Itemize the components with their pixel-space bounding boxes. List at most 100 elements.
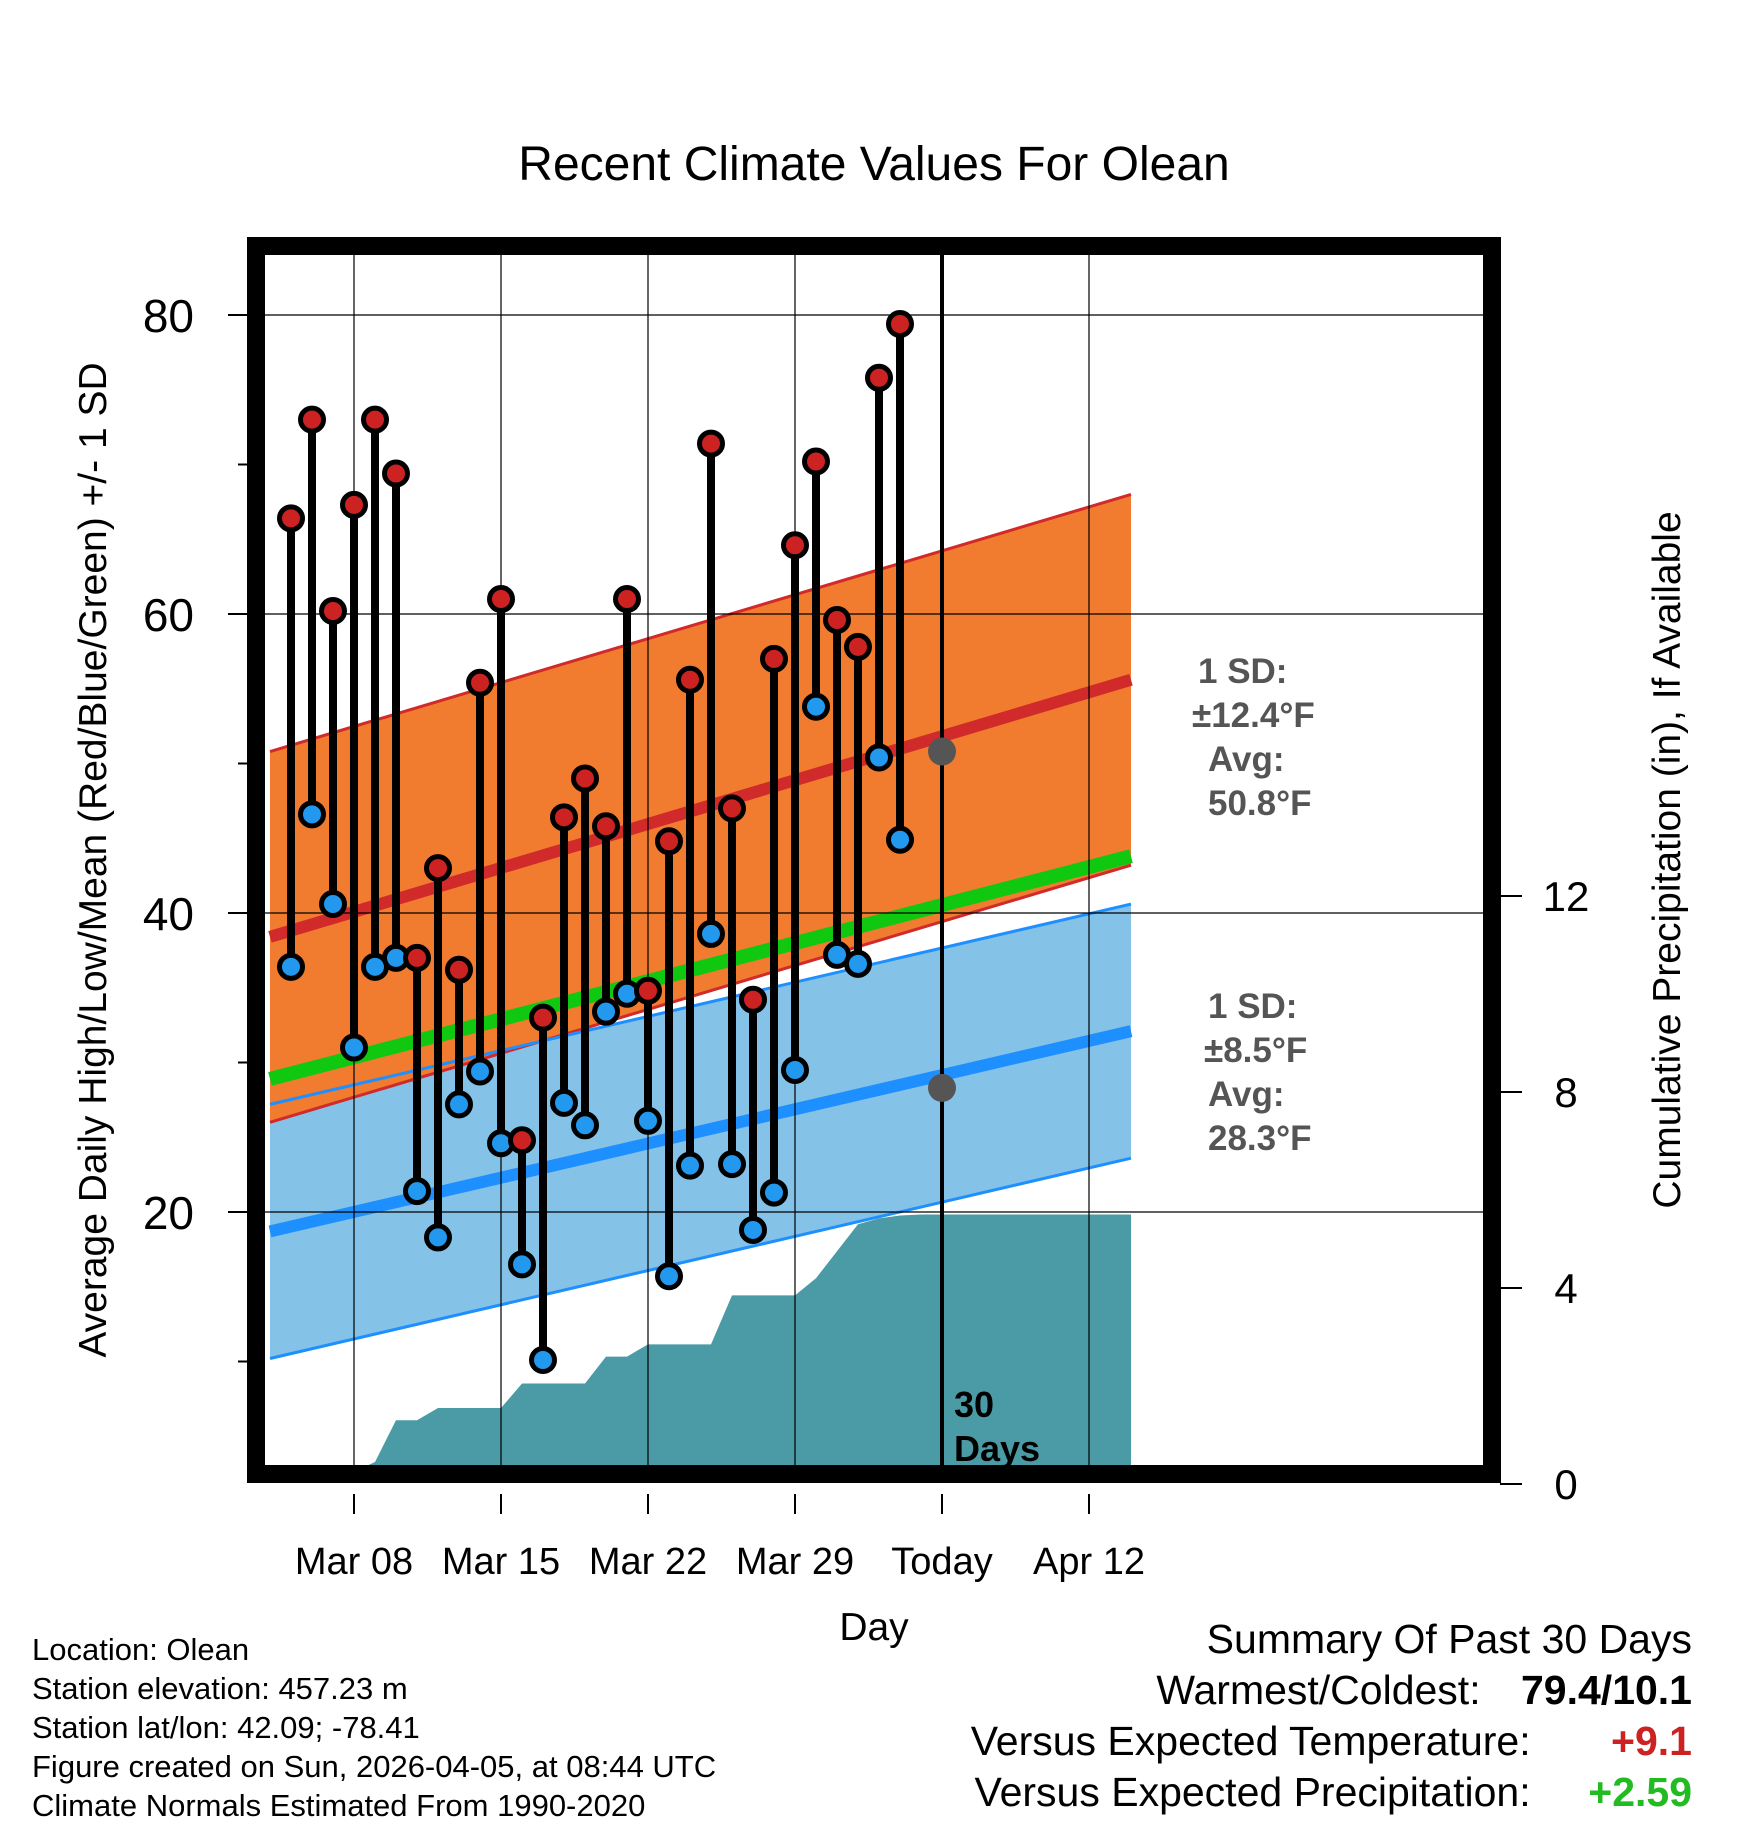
low-normal-annotation: ±8.5°F: [1204, 1031, 1307, 1070]
daily-high-point: [571, 764, 599, 793]
y-axis-right-label: Cumulative Precipitation (in), If Availa…: [1646, 511, 1689, 1208]
daily-low-point: [697, 919, 725, 948]
daily-low-point: [550, 1088, 578, 1117]
daily-high-point: [823, 605, 851, 634]
y-right-tick-label: 4: [1554, 1265, 1577, 1312]
daily-low-point: [592, 997, 620, 1026]
daily-low-point: [676, 1151, 704, 1180]
normal-high-line: [268, 674, 1133, 943]
daily-low-point: [319, 890, 347, 919]
station-metadata: Location: Olean Station elevation: 457.2…: [32, 1630, 716, 1825]
daily-low-point: [655, 1262, 683, 1291]
latlon-text: Station lat/lon: 42.09; -78.41: [32, 1710, 420, 1745]
today-days-label: 30: [954, 1384, 994, 1425]
daily-low-point: [529, 1346, 557, 1375]
daily-high-point: [361, 405, 389, 434]
daily-high-point: [718, 794, 746, 823]
daily-low-point: [886, 825, 914, 854]
daily-high-point: [739, 985, 767, 1014]
x-tick-label: Today: [891, 1541, 992, 1583]
daily-high-point: [529, 1003, 557, 1032]
y-left-tick-label: 20: [143, 1187, 194, 1239]
daily-low-point: [424, 1223, 452, 1252]
low-sd-lower-edge: [269, 1156, 1132, 1360]
daily-high-point: [865, 363, 893, 392]
warmest-coldest-row: Warmest/Coldest: 79.4/10.1: [971, 1665, 1692, 1716]
low-normal-annotation: Avg:: [1208, 1075, 1284, 1114]
daily-low-point: [571, 1111, 599, 1140]
high-normal-annotation: 1 SD:: [1198, 652, 1287, 691]
summary-panel: Summary Of Past 30 Days Warmest/Coldest:…: [971, 1614, 1692, 1818]
y-right-tick-label: 12: [1543, 873, 1590, 920]
warmest-coldest-value: 79.4/10.1: [1521, 1667, 1692, 1713]
x-tick-label: Apr 12: [1033, 1541, 1145, 1583]
elevation-text: Station elevation: 457.23 m: [32, 1671, 408, 1706]
today-days-label: Days: [954, 1428, 1040, 1469]
location-text: Location: Olean: [32, 1632, 250, 1667]
daily-low-point: [445, 1090, 473, 1119]
daily-low-point: [844, 949, 872, 978]
high-normal-annotation: Avg:: [1208, 740, 1284, 779]
daily-high-point: [298, 405, 326, 434]
daily-low-point: [865, 743, 893, 772]
temp-versus-row: Versus Expected Temperature: +9.1: [971, 1716, 1692, 1767]
daily-high-point: [277, 504, 305, 533]
low-normal-annotation: 1 SD:: [1208, 987, 1297, 1026]
daily-high-point: [487, 585, 515, 614]
daily-low-point: [340, 1033, 368, 1062]
today-normal-low-point: [928, 1073, 956, 1102]
precip-versus-label: Versus Expected Precipitation:: [974, 1769, 1531, 1815]
y-axis-left-label: Average Daily High/Low/Mean (Red/Blue/Gr…: [72, 362, 115, 1357]
high-normal-annotation: ±12.4°F: [1192, 696, 1315, 735]
daily-high-point: [802, 447, 830, 476]
daily-high-point: [781, 531, 809, 560]
daily-high-point: [340, 490, 368, 519]
precip-area: [270, 1214, 1131, 1474]
daily-high-point: [319, 597, 347, 626]
daily-low-point: [466, 1057, 494, 1086]
daily-high-point: [424, 854, 452, 883]
summary-title: Summary Of Past 30 Days: [1206, 1616, 1692, 1662]
daily-high-point: [592, 812, 620, 841]
x-tick-label: Mar 15: [442, 1541, 560, 1583]
daily-low-point: [634, 1106, 662, 1135]
daily-high-point: [760, 644, 788, 673]
precip-versus-row: Versus Expected Precipitation: +2.59: [971, 1767, 1693, 1818]
x-tick-label: Mar 22: [589, 1541, 707, 1583]
daily-high-point: [613, 585, 641, 614]
daily-high-point: [655, 827, 683, 856]
y-right-tick-label: 8: [1554, 1069, 1577, 1116]
daily-low-point: [802, 692, 830, 721]
daily-high-point: [508, 1126, 536, 1155]
y-left-tick-label: 60: [143, 589, 194, 641]
x-axis-label: Day: [839, 1606, 909, 1649]
warmest-coldest-label: Warmest/Coldest:: [1156, 1667, 1481, 1713]
low-normal-annotation: 28.3°F: [1208, 1119, 1312, 1158]
daily-low-point: [718, 1150, 746, 1179]
normals-text: Climate Normals Estimated From 1990-2020: [32, 1788, 646, 1823]
daily-low-point: [781, 1055, 809, 1084]
daily-high-point: [382, 459, 410, 488]
today-normal-high-point: [928, 737, 956, 766]
plot-frame: [247, 237, 1501, 1483]
chart-title: Recent Climate Values For Olean: [518, 138, 1229, 191]
daily-low-point: [403, 1177, 431, 1206]
daily-high-point: [697, 429, 725, 458]
y-right-tick-label: 0: [1554, 1461, 1577, 1508]
daily-high-point: [634, 976, 662, 1005]
daily-low-point: [739, 1215, 767, 1244]
daily-high-point: [676, 665, 704, 694]
daily-low-point: [298, 800, 326, 829]
daily-low-point: [277, 952, 305, 981]
daily-high-point: [445, 955, 473, 984]
y-left-tick-label: 80: [143, 290, 194, 342]
y-left-tick-label: 40: [143, 888, 194, 940]
daily-low-point: [760, 1178, 788, 1207]
temp-versus-label: Versus Expected Temperature:: [970, 1718, 1531, 1764]
temp-versus-value: +9.1: [1611, 1718, 1692, 1764]
x-tick-label: Mar 29: [736, 1541, 854, 1583]
daily-high-point: [466, 668, 494, 697]
created-text: Figure created on Sun, 2026-04-05, at 08…: [32, 1749, 717, 1784]
daily-low-point: [508, 1250, 536, 1279]
